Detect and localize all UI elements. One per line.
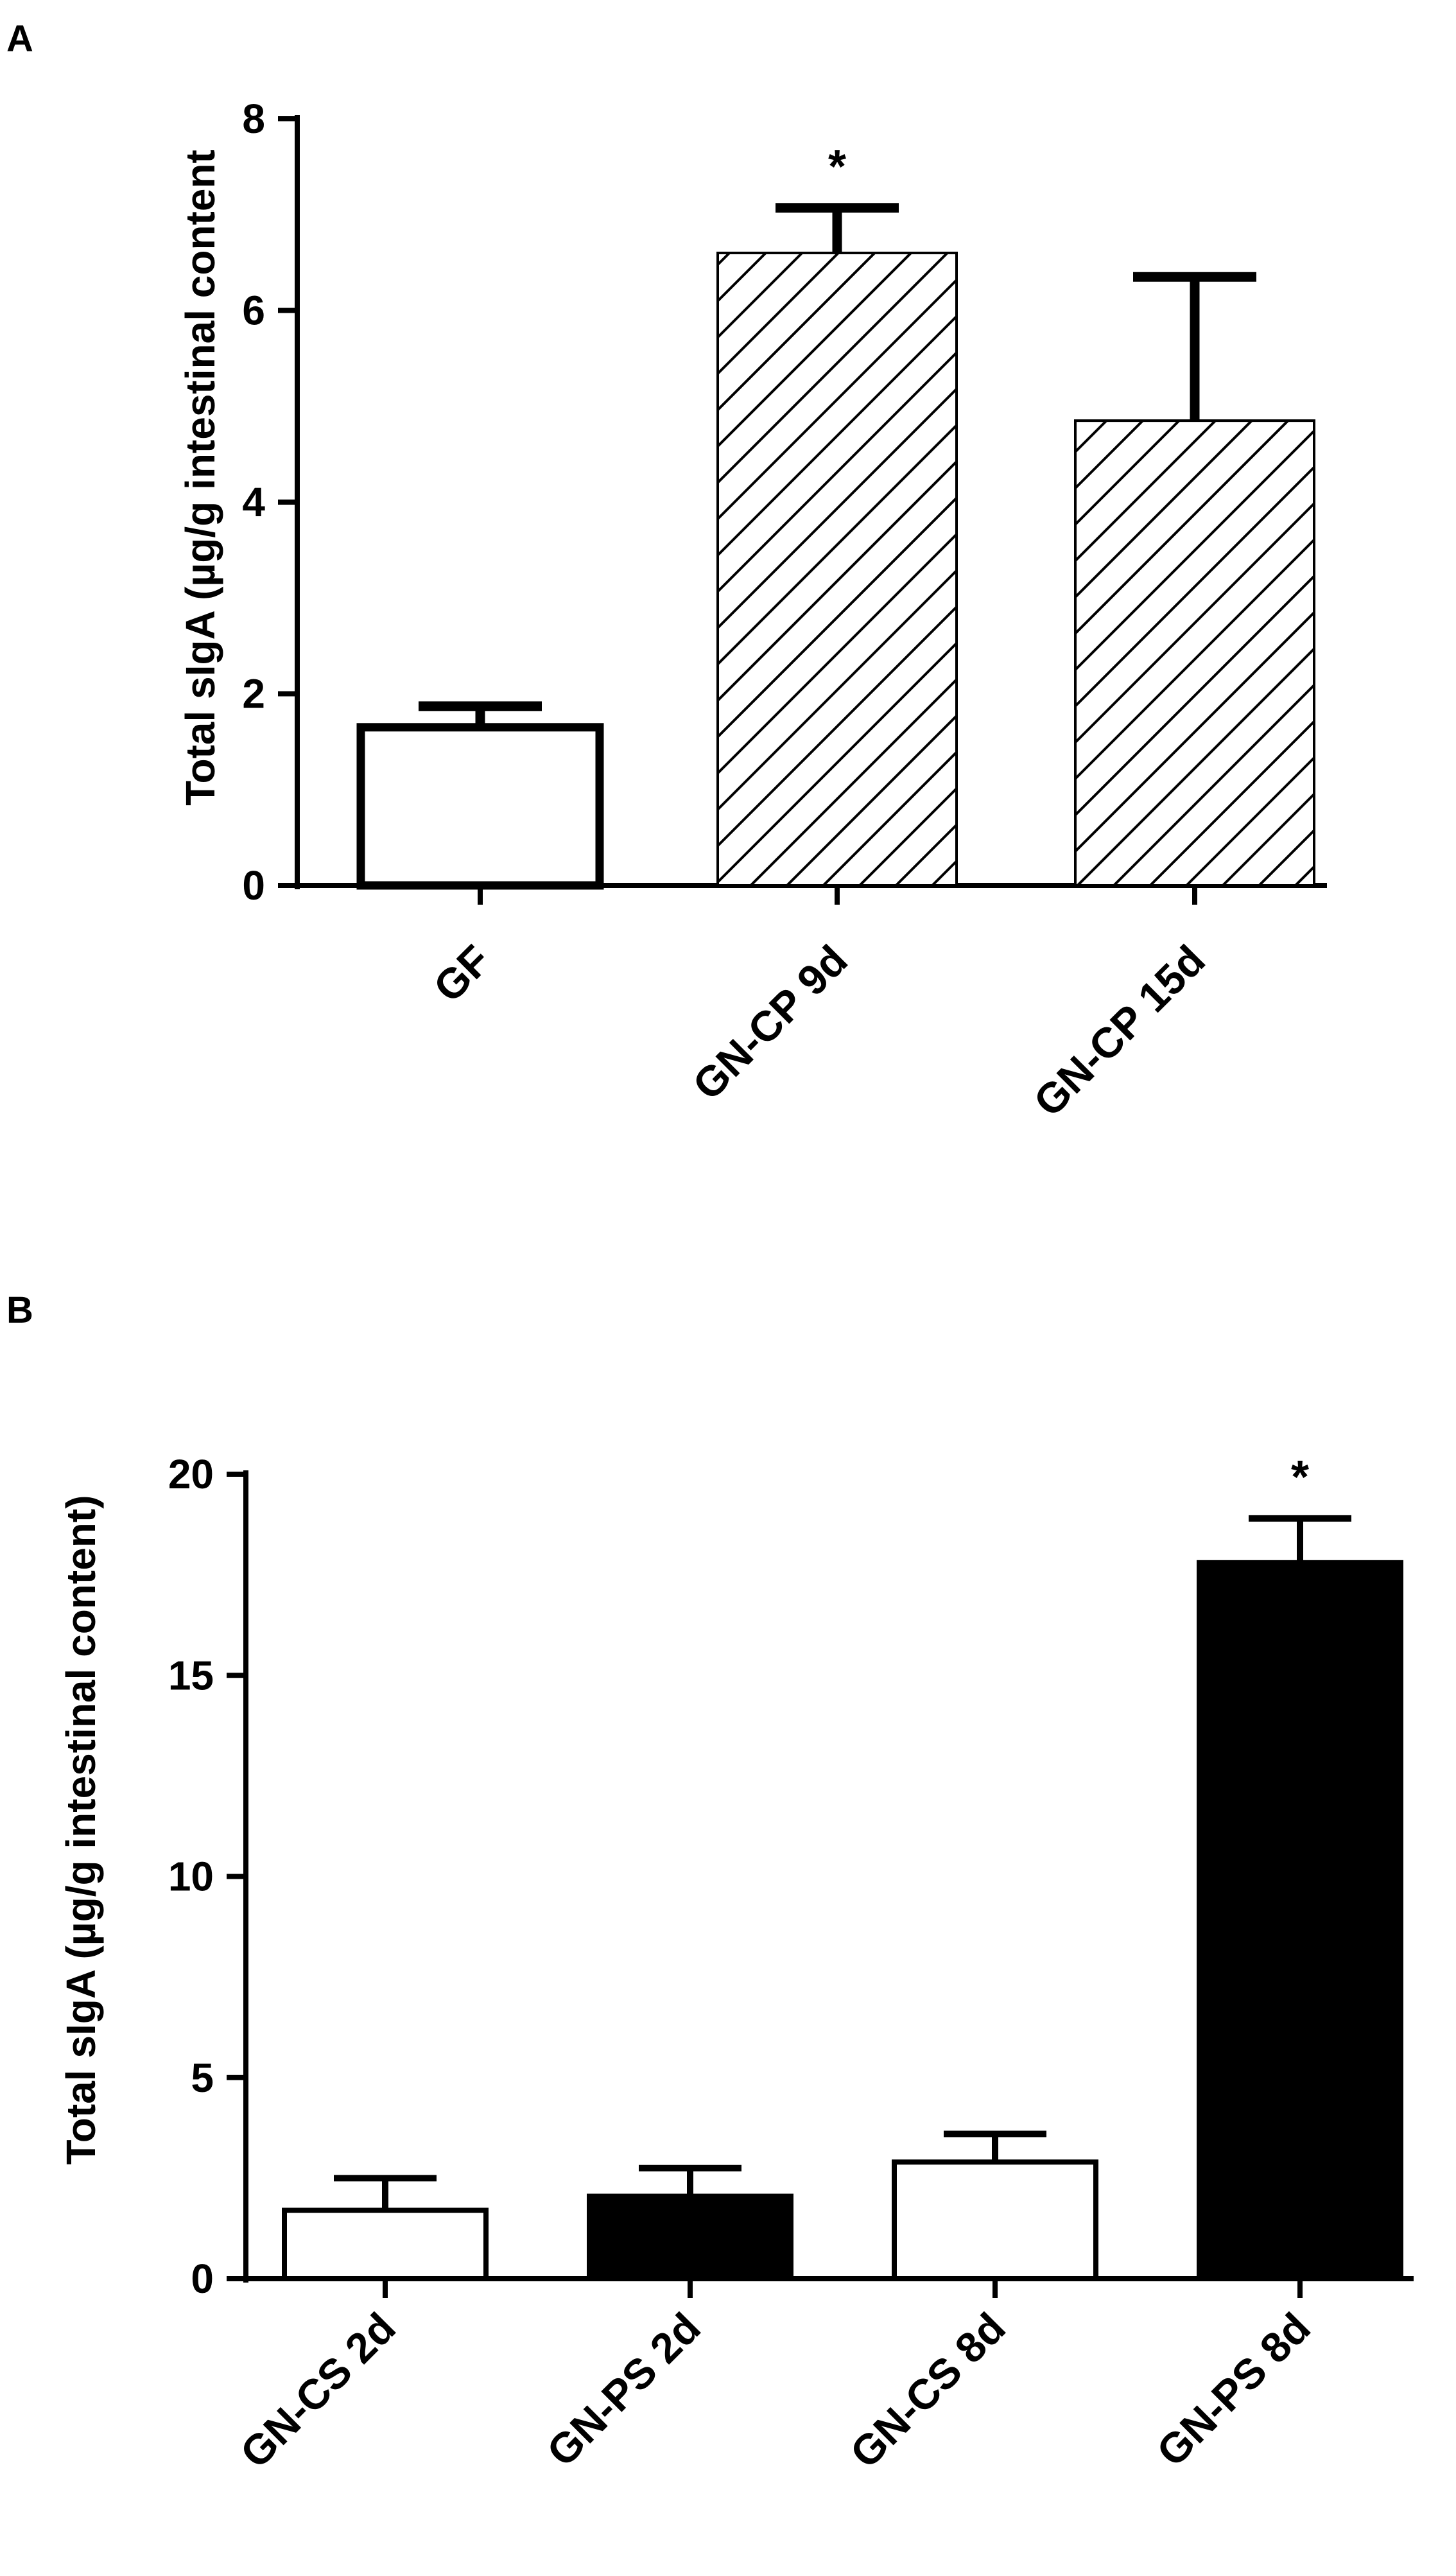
bar <box>587 2193 793 2281</box>
y-tick-label: 15 <box>168 1652 214 1698</box>
category-label: GN-CP 15d <box>1025 936 1214 1126</box>
panel-b-category-labels: GN-CS 2d GN-PS 2d GN-CS 8d GN-PS 8d <box>231 2304 1319 2477</box>
y-tick-label: 0 <box>191 2256 214 2302</box>
panel-a-y-axis-title: Total sIgA (µg/g intestinal content <box>177 150 223 806</box>
y-tick-label: 2 <box>242 671 265 717</box>
bar <box>716 251 958 887</box>
category-label: GF <box>424 936 499 1011</box>
panel-a-letter: A <box>6 18 33 60</box>
category-label: GN-CS 8d <box>841 2304 1014 2477</box>
category-label: GN-PS 2d <box>537 2304 709 2476</box>
panel-b-y-axis-title: Total sIgA (µg/g intestinal content) <box>58 1495 104 2164</box>
significance-marker: * <box>1291 1452 1309 1503</box>
y-tick-label: 0 <box>242 862 265 909</box>
y-tick-label: 20 <box>168 1451 214 1497</box>
panel-b-letter: B <box>6 1289 33 1331</box>
panel-a-category-labels: GF GN-CP 9d GN-CP 15d <box>424 936 1214 1126</box>
bar <box>892 2159 1098 2281</box>
category-label: GN-PS 8d <box>1147 2304 1319 2476</box>
category-label: GN-CP 9d <box>684 936 856 1109</box>
bar <box>356 723 604 890</box>
panel-a-bars: * <box>356 141 1315 890</box>
significance-marker: * <box>828 141 846 193</box>
y-tick-label: 4 <box>242 479 265 525</box>
bar <box>282 2207 489 2282</box>
y-tick-label: 8 <box>242 96 265 142</box>
panel-b-bars: * <box>282 1452 1403 2282</box>
y-tick-label: 10 <box>168 1854 214 1900</box>
panel-b: B Total sIgA (µg/g intestinal content) 0… <box>6 1289 1414 2477</box>
panel-a: A Total sIgA (µg/g intestinal content 0 2… <box>6 18 1327 1126</box>
y-tick-label: 5 <box>191 2055 214 2101</box>
y-tick-label: 6 <box>242 288 265 334</box>
bar <box>1074 419 1315 887</box>
category-label: GN-CS 2d <box>231 2304 404 2477</box>
bar <box>1197 1560 1403 2282</box>
